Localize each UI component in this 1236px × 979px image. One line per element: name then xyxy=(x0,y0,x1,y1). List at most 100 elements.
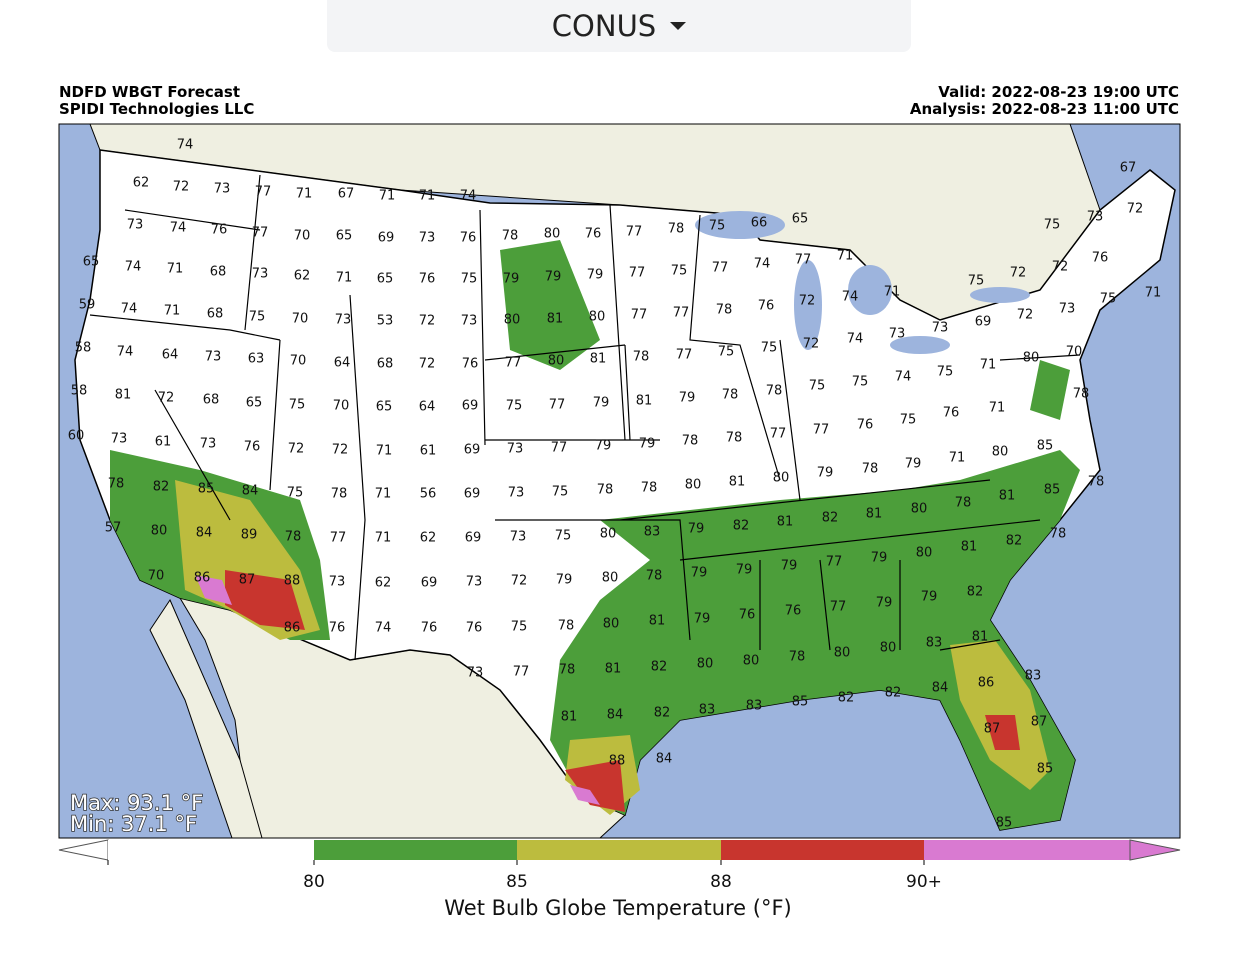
station-value: 72 xyxy=(803,337,820,352)
station-value: 79 xyxy=(781,559,798,574)
station-value: 74 xyxy=(121,302,138,317)
station-value: 73 xyxy=(507,442,524,457)
station-value: 83 xyxy=(746,699,763,714)
station-value: 67 xyxy=(1120,161,1137,176)
wbgt-fill xyxy=(110,240,1080,830)
station-value: 79 xyxy=(593,396,610,411)
station-value: 73 xyxy=(205,350,222,365)
station-value: 78 xyxy=(766,384,783,399)
station-value: 77 xyxy=(795,253,812,268)
station-value: 77 xyxy=(830,600,847,615)
station-value: 75 xyxy=(1100,292,1117,307)
station-value: 82 xyxy=(885,686,902,701)
station-value: 62 xyxy=(294,269,311,284)
station-value: 61 xyxy=(420,444,437,459)
station-value: 79 xyxy=(905,457,922,472)
title: NDFD WBGT Forecast xyxy=(59,83,240,101)
caret xyxy=(670,22,687,30)
region-dropdown[interactable]: CONUS xyxy=(327,0,911,52)
station-value: 80 xyxy=(600,527,617,542)
baja xyxy=(149,598,263,839)
station-value: 83 xyxy=(699,703,716,718)
colorbar-extend-low xyxy=(58,839,109,861)
colorbar-tick-label: 80 xyxy=(303,872,325,892)
station-value: 68 xyxy=(377,357,394,372)
station-value: 69 xyxy=(462,399,479,414)
station-value: 72 xyxy=(419,357,436,372)
station-value: 72 xyxy=(173,180,190,195)
station-value: 70 xyxy=(1066,345,1083,360)
station-value: 53 xyxy=(377,314,394,329)
station-value: 75 xyxy=(709,219,726,234)
station-value: 73 xyxy=(335,313,352,328)
station-value: 70 xyxy=(290,354,307,369)
station-value: 81 xyxy=(972,630,989,645)
station-value: 73 xyxy=(467,666,484,681)
station-value: 73 xyxy=(466,575,483,590)
station-value: 76 xyxy=(466,621,483,636)
station-value: 58 xyxy=(71,384,88,399)
station-value: 88 xyxy=(609,754,626,769)
station-value: 78 xyxy=(1073,387,1090,402)
station-value: 72 xyxy=(332,443,349,458)
station-value: 87 xyxy=(984,722,1001,737)
station-value: 68 xyxy=(203,393,220,408)
lake xyxy=(695,211,785,239)
mexico xyxy=(178,597,626,839)
station-value: 71 xyxy=(296,187,313,202)
colorbar-extend-high xyxy=(1129,839,1181,861)
station-value: 76 xyxy=(785,604,802,619)
zone-88 xyxy=(225,570,305,630)
station-value: 80 xyxy=(911,502,928,517)
station-value: 78 xyxy=(1088,475,1105,490)
station-value: 78 xyxy=(789,650,806,665)
colorbar-segment xyxy=(314,840,517,860)
station-value: 70 xyxy=(333,399,350,414)
station-value: 76 xyxy=(857,418,874,433)
station-value: 77 xyxy=(629,266,646,281)
station-value: 81 xyxy=(547,312,564,327)
station-value: 78 xyxy=(1050,527,1067,542)
station-value: 77 xyxy=(813,423,830,438)
station-value: 76 xyxy=(421,621,438,636)
station-value: 65 xyxy=(246,396,263,411)
station-value: 77 xyxy=(252,226,269,241)
station-value: 74 xyxy=(754,257,771,272)
station-value: 64 xyxy=(162,348,179,363)
zone-85 xyxy=(175,480,320,640)
station-value: 72 xyxy=(288,442,305,457)
station-value: 78 xyxy=(716,303,733,318)
station-value: 77 xyxy=(505,356,522,371)
station-value: 74 xyxy=(460,189,477,204)
station-value: 76 xyxy=(758,299,775,314)
station-value: 81 xyxy=(999,489,1016,504)
station-value: 79 xyxy=(587,268,604,283)
station-value: 71 xyxy=(167,262,184,277)
station-value: 79 xyxy=(545,270,562,285)
valid-time: Valid: 2022-08-23 19:00 UTC xyxy=(938,83,1179,101)
station-value: 69 xyxy=(465,531,482,546)
station-value: 73 xyxy=(252,267,269,282)
station-value: 73 xyxy=(1087,210,1104,225)
station-value: 77 xyxy=(712,261,729,276)
station-value: 61 xyxy=(155,435,172,450)
station-value: 82 xyxy=(153,480,170,495)
station-value: 79 xyxy=(921,590,938,605)
station-value: 82 xyxy=(822,511,839,526)
station-value: 72 xyxy=(1052,260,1069,275)
station-value: 77 xyxy=(626,225,643,240)
station-value: 81 xyxy=(115,388,132,403)
station-value: 70 xyxy=(294,229,311,244)
station-value: 79 xyxy=(503,272,520,287)
station-value: 80 xyxy=(773,471,790,486)
station-value: 76 xyxy=(244,440,261,455)
station-value: 78 xyxy=(862,462,879,477)
station-value: 75 xyxy=(511,620,528,635)
station-value: 79 xyxy=(736,563,753,578)
station-value: 79 xyxy=(694,612,711,627)
station-value: 80 xyxy=(589,310,606,325)
station-value: 60 xyxy=(68,429,85,444)
state-lines xyxy=(58,123,1181,839)
station-value: 82 xyxy=(1006,534,1023,549)
